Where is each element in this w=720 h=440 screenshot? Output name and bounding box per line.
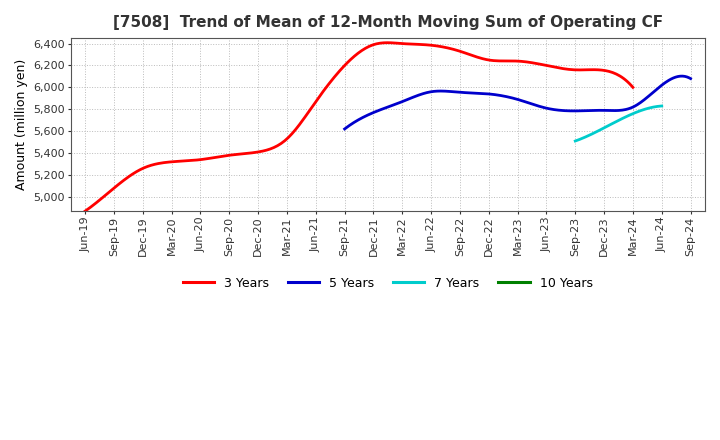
Title: [7508]  Trend of Mean of 12-Month Moving Sum of Operating CF: [7508] Trend of Mean of 12-Month Moving … xyxy=(113,15,663,30)
Y-axis label: Amount (million yen): Amount (million yen) xyxy=(15,59,28,190)
Legend: 3 Years, 5 Years, 7 Years, 10 Years: 3 Years, 5 Years, 7 Years, 10 Years xyxy=(178,272,598,295)
